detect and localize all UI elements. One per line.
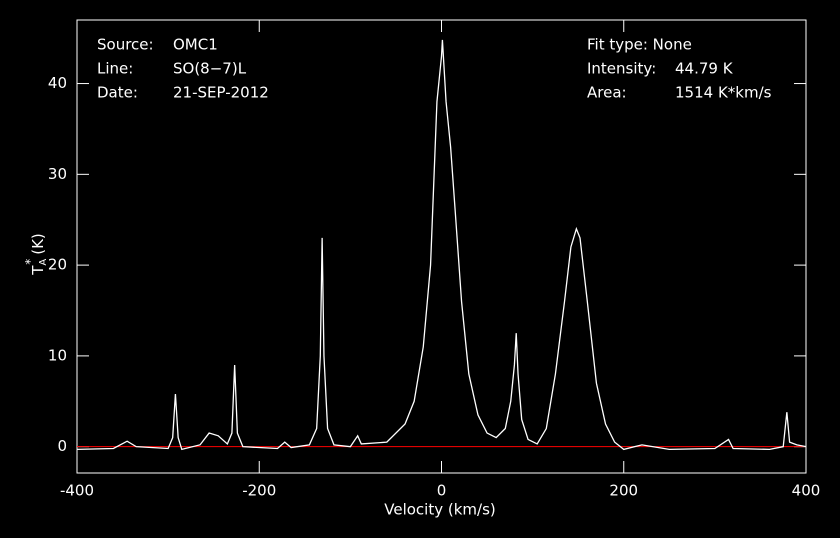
x-tick-label: 0 (437, 482, 447, 500)
y-label-main: T (29, 265, 47, 276)
info-text: 21-SEP-2012 (173, 84, 269, 102)
info-text: 1514 K*km/s (675, 84, 772, 102)
x-axis-label: Velocity (km/s) (384, 501, 495, 519)
x-tick-label: 200 (609, 482, 638, 500)
y-tick-label: 20 (48, 256, 67, 274)
info-text: OMC1 (173, 36, 218, 54)
y-tick-label: 0 (57, 437, 67, 455)
y-tick-label: 10 (48, 346, 67, 364)
x-tick-label: -400 (60, 482, 94, 500)
info-text: 44.79 K (675, 60, 734, 78)
info-text: Intensity: (587, 60, 656, 78)
info-text: Line: (97, 60, 133, 78)
x-tick-label: 400 (792, 482, 821, 500)
info-text: Source: (97, 36, 154, 54)
y-tick-label: 40 (48, 74, 67, 92)
y-tick-label: 30 (48, 165, 67, 183)
y-label-sub: A (38, 259, 49, 266)
y-axis-label: TA* (K) (23, 233, 50, 276)
spectrum-line (76, 39, 807, 451)
info-text: SO(8−7)L (173, 60, 247, 78)
y-label-unit: (K) (29, 233, 47, 255)
info-text: Fit type: None (587, 36, 692, 54)
x-tick-label: -200 (242, 482, 276, 500)
y-label-sup: * (23, 259, 37, 265)
info-text: Date: (97, 84, 138, 102)
info-text: Area: (587, 84, 627, 102)
